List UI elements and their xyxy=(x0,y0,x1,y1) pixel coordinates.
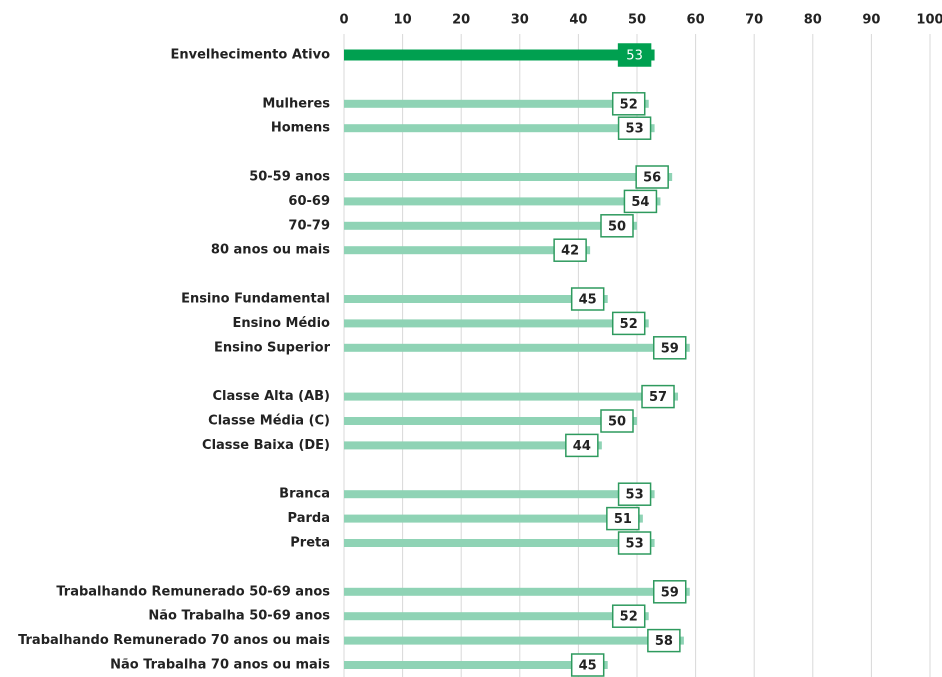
bar xyxy=(344,173,673,181)
value-box xyxy=(600,214,634,238)
y-tick-label: 60-69 xyxy=(288,194,330,209)
value-label: 52 xyxy=(620,610,638,625)
value-box xyxy=(652,580,687,604)
x-tick-label: 40 xyxy=(569,13,587,28)
x-tick-label: 0 xyxy=(339,13,348,28)
value-label: 52 xyxy=(620,97,638,112)
value-box xyxy=(623,189,658,214)
x-tick-label: 10 xyxy=(394,13,412,28)
value-box xyxy=(570,653,605,677)
value-box xyxy=(617,43,652,67)
value-box xyxy=(611,311,646,336)
bar xyxy=(344,587,690,596)
y-tick-label: Envelhecimento Ativo xyxy=(170,48,330,63)
value-box xyxy=(553,238,587,262)
x-tick-label: 60 xyxy=(687,13,705,28)
bar xyxy=(344,246,591,255)
y-tick-label: Branca xyxy=(279,487,330,502)
x-tick-label: 80 xyxy=(804,13,822,28)
y-tick-label: Ensino Médio xyxy=(233,316,331,331)
bar xyxy=(344,441,602,450)
value-label: 53 xyxy=(626,488,644,503)
value-label: 59 xyxy=(661,341,679,356)
value-label: 58 xyxy=(655,634,673,649)
y-tick-label: Classe Baixa (DE) xyxy=(202,438,330,453)
bar xyxy=(344,490,655,499)
y-tick-label: Trabalhando Remunerado 70 anos ou mais xyxy=(18,633,330,648)
bar xyxy=(344,514,643,523)
y-tick-label: Trabalhando Remunerado 50-69 anos xyxy=(56,584,330,599)
value-box xyxy=(606,506,640,531)
bar xyxy=(344,99,649,108)
value-label: 45 xyxy=(579,659,597,674)
value-label: 59 xyxy=(661,585,679,600)
y-tick-label: Ensino Superior xyxy=(214,340,331,355)
value-label: 53 xyxy=(626,49,643,64)
bar xyxy=(344,49,655,61)
x-tick-label: 90 xyxy=(862,13,880,28)
bar xyxy=(344,661,608,669)
value-label: 50 xyxy=(608,219,626,234)
value-box xyxy=(652,336,687,360)
y-tick-label: Não Trabalha 70 anos ou mais xyxy=(110,658,330,673)
y-tick-label: 70-79 xyxy=(288,218,330,233)
y-tick-label: Mulheres xyxy=(262,96,330,111)
value-box xyxy=(570,287,605,311)
value-label: 44 xyxy=(573,439,591,454)
bar xyxy=(344,539,655,547)
value-box xyxy=(600,409,634,433)
bar xyxy=(344,124,655,133)
y-tick-label: Classe Alta (AB) xyxy=(213,389,330,404)
value-box xyxy=(641,384,675,409)
x-tick-label: 20 xyxy=(452,13,470,28)
bar xyxy=(344,612,649,621)
value-box xyxy=(635,165,669,189)
value-box xyxy=(611,604,646,628)
bar xyxy=(344,295,608,303)
bar xyxy=(344,343,690,352)
bar xyxy=(344,392,679,401)
value-box xyxy=(617,531,652,555)
value-label: 42 xyxy=(561,244,579,259)
value-label: 50 xyxy=(608,415,626,430)
value-box xyxy=(617,116,652,140)
value-label: 56 xyxy=(643,171,661,186)
bar xyxy=(344,221,637,230)
bar xyxy=(344,197,661,206)
value-box xyxy=(611,92,646,116)
bar xyxy=(344,319,649,328)
x-tick-label: 100 xyxy=(916,13,942,28)
value-label: 52 xyxy=(620,317,638,332)
value-box xyxy=(647,628,681,653)
value-label: 45 xyxy=(579,293,597,308)
value-box xyxy=(617,482,652,506)
x-tick-label: 70 xyxy=(745,13,763,28)
value-label: 51 xyxy=(614,512,632,527)
y-tick-label: Homens xyxy=(271,121,330,136)
value-label: 53 xyxy=(626,537,644,552)
bar xyxy=(344,636,684,645)
y-tick-label: Classe Média (C) xyxy=(208,414,330,429)
y-tick-label: Preta xyxy=(290,536,330,551)
y-tick-label: Ensino Fundamental xyxy=(181,292,330,307)
value-label: 53 xyxy=(626,122,644,137)
value-label: 54 xyxy=(631,195,649,210)
value-label: 57 xyxy=(649,390,667,405)
value-box xyxy=(565,433,599,458)
y-tick-label: Parda xyxy=(288,511,330,526)
y-tick-label: Não Trabalha 50-69 anos xyxy=(148,609,330,624)
x-tick-label: 50 xyxy=(628,13,646,28)
x-tick-label: 30 xyxy=(511,13,529,28)
y-tick-label: 50-59 anos xyxy=(249,170,330,185)
bar xyxy=(344,417,637,425)
y-tick-label: 80 anos ou mais xyxy=(211,243,330,258)
